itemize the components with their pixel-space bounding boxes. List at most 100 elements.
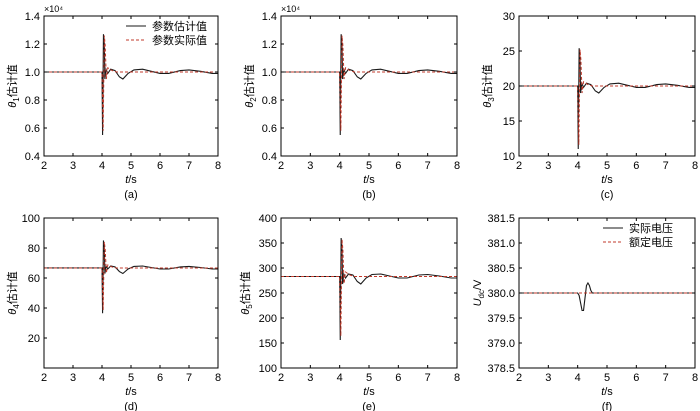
- x-tick-label: 6: [157, 160, 163, 172]
- x-tick-label: 5: [604, 160, 610, 172]
- series-line-actual: [44, 241, 218, 310]
- x-tick-label: 8: [454, 372, 460, 384]
- x-tick-label: 3: [307, 160, 313, 172]
- y-tick-label: 1.4: [262, 11, 277, 23]
- x-tick-label: 3: [70, 372, 76, 384]
- x-tick-label: 3: [545, 372, 551, 384]
- y-tick-label: 0.6: [262, 123, 277, 135]
- x-tick-label: 2: [41, 372, 47, 384]
- x-tick-label: 8: [215, 160, 221, 172]
- x-axis-label: t/s: [601, 386, 613, 398]
- x-tick-label: 3: [545, 160, 551, 172]
- x-tick-label: 7: [425, 160, 431, 172]
- panel-caption: (d): [124, 401, 137, 411]
- x-tick-label: 2: [41, 160, 47, 172]
- y-tick-label: 378.5: [487, 363, 515, 375]
- axis-multiplier: ×10⁴: [281, 4, 300, 14]
- x-tick-label: 2: [516, 372, 522, 384]
- y-tick-label: 380.0: [487, 288, 515, 300]
- y-tick-label: 1.0: [262, 67, 277, 79]
- series-line-estimated: [281, 34, 457, 136]
- y-tick-label: 200: [259, 313, 277, 325]
- chart-panel: 2 3 4 5 6 7 8 100 150 200 250 300 350 400 t/s θ5估计值 (e): [239, 213, 460, 411]
- chart-panel: 2 3 4 5 6 7 8 0.4 0.6 0.8 1.0 1.2 1.4 ×10⁴ t/s θ1估计值 (a)…: [6, 4, 221, 201]
- y-tick-label: 15: [503, 116, 515, 128]
- x-tick-label: 7: [663, 372, 669, 384]
- y-tick-label: 380.5: [487, 263, 515, 275]
- x-tick-label: 5: [604, 372, 610, 384]
- x-tick-label: 6: [633, 160, 639, 172]
- x-tick-label: 6: [633, 372, 639, 384]
- series-line-actual: [44, 35, 218, 131]
- x-tick-label: 4: [99, 372, 105, 384]
- y-tick-label: 350: [259, 238, 277, 250]
- y-tick-label: 300: [259, 263, 277, 275]
- legend-label: 参数估计值: [152, 19, 207, 33]
- x-tick-label: 5: [366, 160, 372, 172]
- x-tick-label: 4: [575, 160, 581, 172]
- y-tick-label: 150: [259, 338, 277, 350]
- x-tick-label: 4: [99, 160, 105, 172]
- panel-caption: (f): [602, 401, 612, 411]
- y-axis-label: Udc/V: [472, 279, 486, 306]
- legend-label: 参数实际值: [152, 33, 207, 47]
- x-tick-label: 4: [575, 372, 581, 384]
- x-tick-label: 8: [454, 160, 460, 172]
- x-tick-label: 5: [128, 372, 134, 384]
- axis-multiplier: ×10⁴: [44, 4, 63, 14]
- series-line-actual: [281, 239, 457, 337]
- y-axis-label: θ4估计值: [6, 271, 21, 314]
- chart-panel: 2 3 4 5 6 7 8 20 40 60 80 100 t/s θ4估计值 (d): [6, 213, 221, 411]
- legend-label: 实际电压: [629, 221, 673, 235]
- x-tick-label: 3: [307, 372, 313, 384]
- x-tick-label: 8: [692, 372, 698, 384]
- chart-panel: 2 3 4 5 6 7 8 0.4 0.6 0.8 1.0 1.2 1.4 ×10⁴ t/s θ2估计值 (b): [243, 4, 460, 201]
- panel-caption: (e): [362, 401, 375, 411]
- y-tick-label: 1.2: [25, 39, 40, 51]
- x-tick-label: 7: [425, 372, 431, 384]
- y-tick-label: 0.4: [262, 151, 277, 163]
- panel-caption: (a): [124, 189, 137, 201]
- y-tick-label: 250: [259, 288, 277, 300]
- x-tick-label: 7: [186, 372, 192, 384]
- x-tick-label: 6: [157, 372, 163, 384]
- panel-caption: (c): [601, 189, 614, 201]
- x-tick-label: 5: [128, 160, 134, 172]
- y-axis-label: θ2估计值: [243, 64, 258, 107]
- x-tick-label: 4: [337, 160, 343, 172]
- y-tick-label: 20: [28, 333, 40, 345]
- x-tick-label: 2: [278, 160, 284, 172]
- series-line-actual: [281, 35, 457, 131]
- y-axis-label: θ5估计值: [239, 271, 254, 314]
- y-tick-label: 1.0: [25, 67, 40, 79]
- y-tick-label: 1.2: [262, 39, 277, 51]
- plot-frame: [43, 217, 219, 369]
- x-axis-label: t/s: [601, 174, 613, 186]
- x-tick-label: 2: [278, 372, 284, 384]
- x-tick-label: 4: [337, 372, 343, 384]
- y-tick-label: 381.5: [487, 213, 515, 225]
- y-tick-label: 0.8: [25, 95, 40, 107]
- series-line-estimated: [519, 48, 695, 150]
- y-tick-label: 100: [22, 213, 40, 225]
- y-tick-label: 0.8: [262, 95, 277, 107]
- chart-panel: 2 3 4 5 6 7 8 10 15 20 25 30 t/s θ3估计值 (c): [481, 11, 698, 201]
- plot-frame: [280, 15, 458, 157]
- plot-frame: [280, 217, 458, 369]
- x-tick-label: 7: [186, 160, 192, 172]
- y-tick-label: 80: [28, 243, 40, 255]
- series-line-estimated: [519, 281, 695, 312]
- x-axis-label: t/s: [363, 386, 375, 398]
- series-line-estimated: [44, 34, 218, 136]
- x-tick-label: 6: [395, 372, 401, 384]
- x-tick-label: 7: [663, 160, 669, 172]
- y-tick-label: 10: [503, 151, 515, 163]
- x-tick-label: 3: [70, 160, 76, 172]
- y-tick-label: 40: [28, 303, 40, 315]
- x-tick-label: 8: [215, 372, 221, 384]
- y-tick-label: 0.4: [25, 151, 40, 163]
- x-tick-label: 8: [692, 160, 698, 172]
- y-tick-label: 0.6: [25, 123, 40, 135]
- panel-caption: (b): [362, 189, 375, 201]
